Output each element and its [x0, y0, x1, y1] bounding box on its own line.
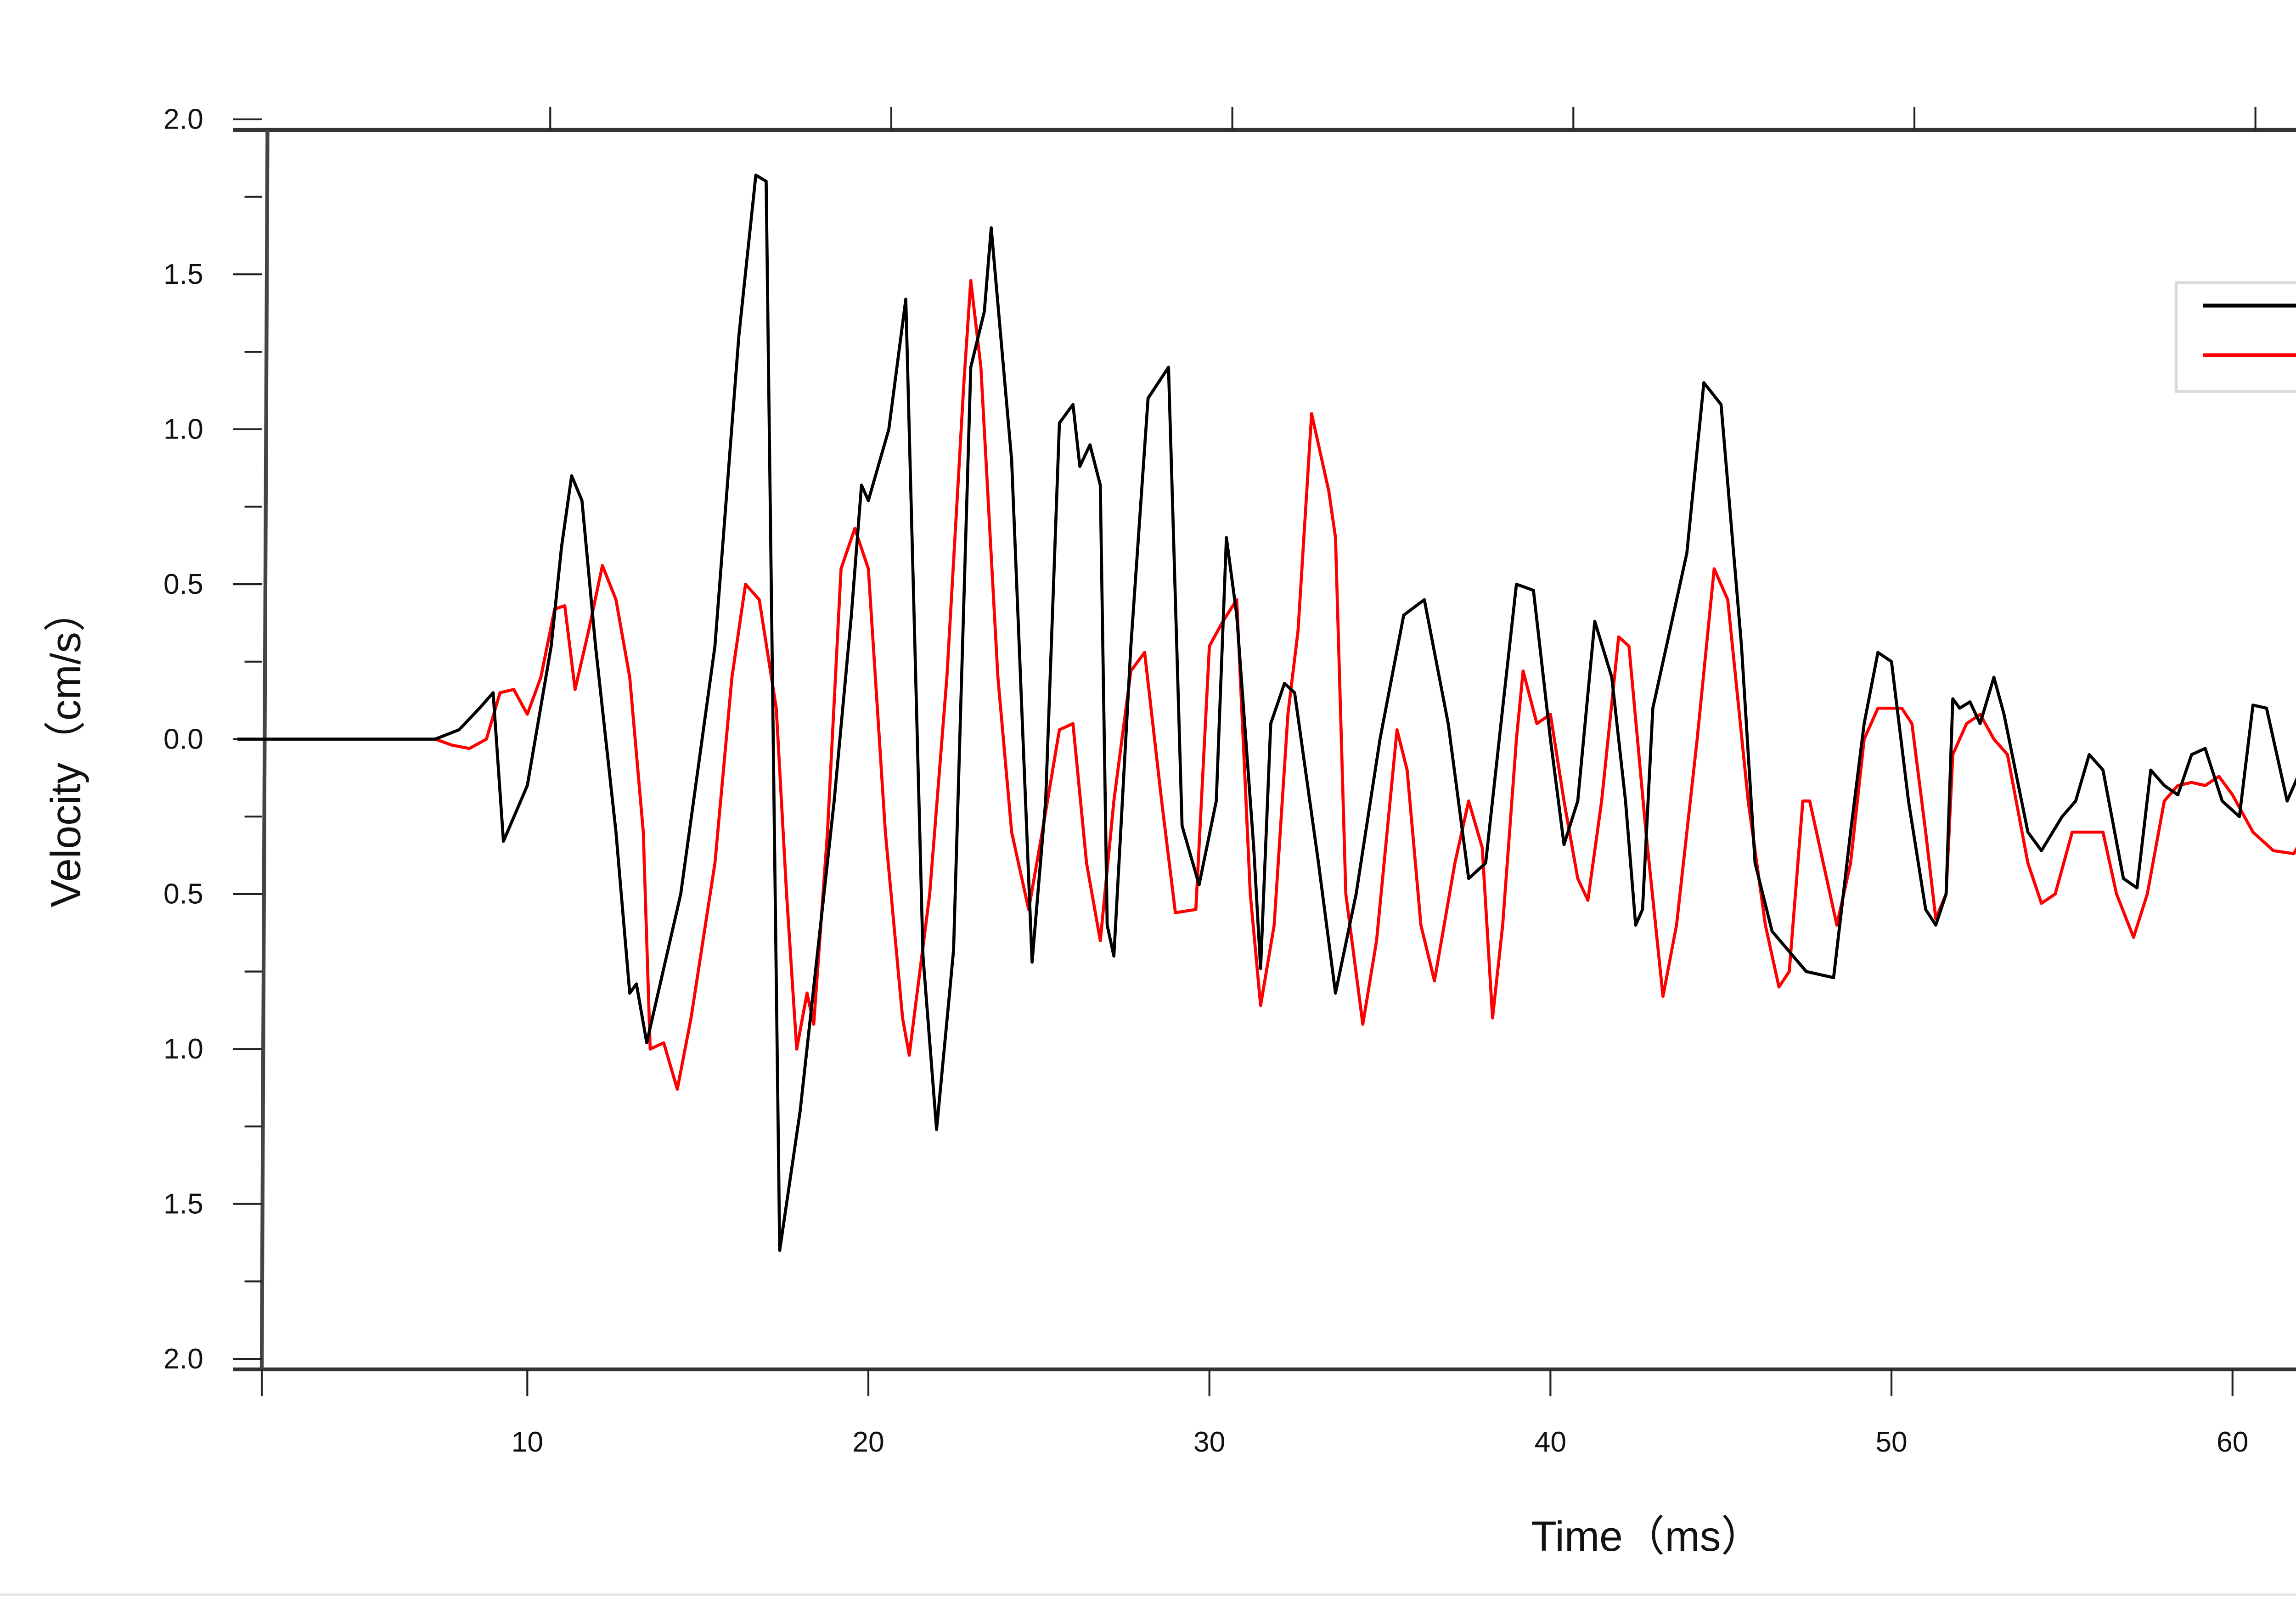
- y-axis-title: Velocity（cm/s）: [43, 590, 90, 907]
- x-axis-ticks: 10203040506070: [260, 107, 2257, 1458]
- y-tick-label: 0.0: [163, 723, 203, 755]
- x-tick-label: 20: [852, 1426, 884, 1458]
- y-tick-label: 2.0: [163, 104, 203, 135]
- x-tick-label: 40: [1535, 1426, 1566, 1458]
- legend: Numerical simulation Field test: [2174, 281, 2296, 393]
- y-tick-label: 1.5: [163, 259, 203, 290]
- x-axis-title: Time（ms）: [1531, 1513, 1763, 1560]
- series-layer: [237, 174, 2296, 1252]
- x-tick-label: 50: [1875, 1426, 1907, 1458]
- field-test-line: [434, 279, 2296, 1091]
- y-tick-label: 2.0: [163, 1343, 203, 1375]
- x-tick-label: 10: [512, 1426, 543, 1458]
- legend-box: [2174, 281, 2296, 393]
- numerical-simulation-line: [237, 174, 2296, 1252]
- y-tick-label: 0.5: [163, 878, 203, 910]
- plot-frame: [233, 128, 2296, 1372]
- y-tick-label: 1.5: [163, 1188, 203, 1220]
- y-tick-label: 1.0: [163, 414, 203, 445]
- y-tick-label: 0.5: [163, 569, 203, 600]
- x-tick-label: 30: [1193, 1426, 1225, 1458]
- bottom-divider: [0, 1593, 2296, 1596]
- y-tick-label: 1.0: [163, 1033, 203, 1065]
- x-tick-label: 60: [2217, 1426, 2248, 1458]
